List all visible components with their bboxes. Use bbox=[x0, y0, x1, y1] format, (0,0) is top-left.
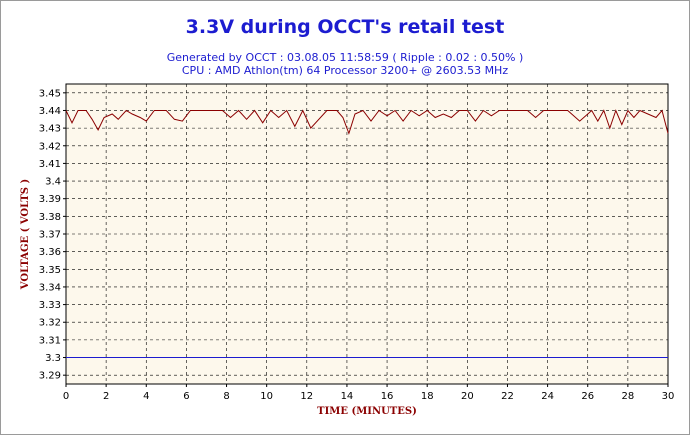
x-tick-label: 24 bbox=[541, 391, 554, 402]
y-tick-label: 3.36 bbox=[39, 247, 61, 258]
y-tick-label: 3.38 bbox=[39, 212, 61, 223]
y-tick-label: 3.42 bbox=[39, 141, 61, 152]
x-tick-label: 8 bbox=[223, 391, 229, 402]
y-tick-label: 3.43 bbox=[39, 124, 61, 135]
y-tick-label: 3.29 bbox=[39, 371, 61, 382]
x-tick-label: 10 bbox=[260, 391, 273, 402]
x-tick-label: 30 bbox=[662, 391, 675, 402]
x-tick-label: 14 bbox=[341, 391, 354, 402]
x-tick-label: 26 bbox=[581, 391, 594, 402]
gridlines bbox=[66, 84, 668, 384]
x-tick-label: 18 bbox=[421, 391, 434, 402]
y-axis-ticks: 3.29 3.3 3.31 3.32 3.33 3.34 3.35 3.36 3.37 3.38 3… bbox=[39, 88, 66, 382]
y-tick-label: 3.32 bbox=[39, 318, 61, 329]
y-tick-label: 3.44 bbox=[39, 106, 61, 117]
x-tick-label: 12 bbox=[300, 391, 313, 402]
y-axis-label: VOLTAGE ( VOLTS ) bbox=[20, 179, 31, 290]
y-tick-label: 3.37 bbox=[39, 230, 61, 241]
y-tick-label: 3.4 bbox=[45, 177, 61, 188]
x-tick-label: 28 bbox=[621, 391, 634, 402]
chart-title: 3.3V during OCCT's retail test bbox=[185, 16, 505, 38]
y-tick-label: 3.31 bbox=[39, 335, 61, 346]
y-tick-label: 3.34 bbox=[39, 282, 61, 293]
y-tick-label: 3.35 bbox=[39, 265, 61, 276]
chart-subtitle-cpu: CPU : AMD Athlon(tm) 64 Processor 3200+ … bbox=[181, 64, 509, 77]
x-tick-label: 4 bbox=[143, 391, 149, 402]
y-tick-label: 3.39 bbox=[39, 194, 61, 205]
y-tick-label: 3.41 bbox=[39, 159, 61, 170]
x-tick-label: 2 bbox=[103, 391, 109, 402]
x-tick-label: 0 bbox=[63, 391, 69, 402]
chart-subtitle-generated: Generated by OCCT : 03.08.05 11:58:59 ( … bbox=[166, 51, 524, 64]
x-tick-label: 22 bbox=[501, 391, 514, 402]
x-tick-label: 20 bbox=[461, 391, 474, 402]
y-tick-label: 3.45 bbox=[39, 88, 61, 99]
x-axis-label: TIME (MINUTES) bbox=[317, 406, 417, 417]
x-tick-label: 6 bbox=[183, 391, 189, 402]
x-axis-ticks: 0 2 4 6 8 10 12 14 16 18 20 22 24 26 28 30 bbox=[63, 384, 675, 402]
y-tick-label: 3.3 bbox=[45, 353, 61, 364]
y-tick-label: 3.33 bbox=[39, 300, 61, 311]
x-tick-label: 16 bbox=[381, 391, 394, 402]
series-line bbox=[65, 109, 669, 135]
